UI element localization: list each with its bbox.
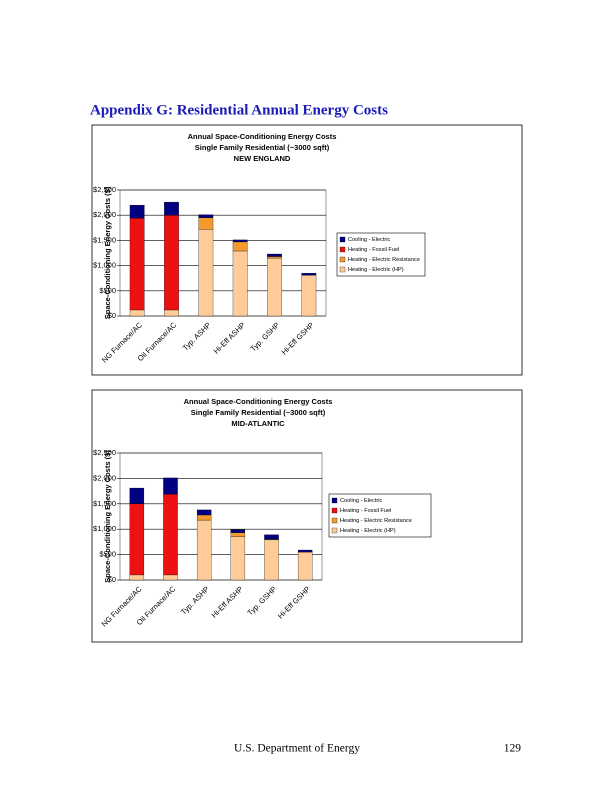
legend-swatch	[331, 527, 338, 534]
bar-segment	[267, 256, 282, 259]
y-tick-label: $500	[99, 286, 116, 295]
bar-segment	[196, 514, 212, 521]
plot-area	[119, 189, 327, 317]
y-tick-label: $2,000	[93, 473, 116, 482]
bar-segment	[232, 241, 248, 252]
bar-segment	[297, 549, 313, 553]
legend-label: Heating - Fossil Fuel	[348, 247, 399, 253]
bar-segment	[129, 204, 145, 219]
bar-segment	[129, 487, 145, 504]
bar-segment	[129, 218, 145, 311]
bar-segment	[232, 250, 248, 317]
bar-segment	[230, 536, 246, 581]
bar-segment	[129, 503, 145, 576]
bar-segment	[267, 253, 282, 257]
y-tick-label: $0	[108, 311, 116, 320]
bar-segment	[163, 574, 178, 581]
legend-swatch	[339, 236, 346, 243]
y-tick-label: $2,000	[93, 210, 116, 219]
chart-title: Annual Space-Conditioning Energy Costs	[188, 132, 337, 141]
bar-segment	[301, 275, 317, 317]
legend-swatch	[331, 497, 338, 504]
legend-swatch	[331, 507, 338, 514]
legend-label: Cooling - Electric	[348, 237, 390, 243]
legend-frame	[336, 232, 426, 277]
chart-title: Annual Space-Conditioning Energy Costs	[184, 397, 333, 406]
chart-title: Single Family Residential (~3000 sqft)	[195, 143, 330, 152]
bar-segment	[230, 529, 246, 533]
bar-segment	[301, 273, 317, 276]
chart: Annual Space-Conditioning Energy Costs Si…	[91, 124, 523, 376]
y-tick-label: $0	[108, 575, 116, 584]
chart-title: Single Family Residential (~3000 sqft)	[191, 408, 326, 417]
bar-segment	[297, 551, 313, 581]
legend-label: Heating - Electric Resistance	[348, 257, 420, 263]
heading: Appendix G: Residential Annual Energy Co…	[90, 102, 388, 118]
legend-label: Cooling - Electric	[340, 498, 382, 504]
bar-segment	[163, 477, 178, 495]
legend-label: Heating - Electric (HP)	[348, 267, 404, 273]
legend-swatch	[339, 256, 346, 263]
chart-title: NEW ENGLAND	[234, 154, 291, 163]
bar-segment	[164, 309, 179, 317]
y-axis-label: Space-Conditioning Energy Costs ($)	[103, 450, 112, 583]
y-tick-label: $1,000	[93, 261, 116, 270]
bar-segment	[129, 574, 145, 581]
footer-source: U.S. Department of Energy	[234, 743, 360, 755]
y-tick-label: $1,500	[93, 499, 116, 508]
bar-segment	[196, 509, 212, 516]
page-number: 129	[504, 743, 522, 755]
legend-label: Heating - Electric Resistance	[340, 518, 412, 524]
bar-segment	[230, 532, 246, 537]
legend-frame	[328, 493, 432, 538]
y-tick-label: $2,500	[93, 185, 116, 194]
legend-swatch	[331, 517, 338, 524]
bar-segment	[198, 214, 214, 218]
bar-segment	[198, 217, 214, 230]
legend-swatch	[339, 266, 346, 273]
bar-segment	[163, 493, 178, 576]
bar-segment	[267, 257, 282, 317]
bar-segment	[198, 229, 214, 317]
y-axis-label: Space-Conditioning Energy Costs ($)	[103, 186, 112, 319]
bar-segment	[232, 239, 248, 243]
chart-title: MID-ATLANTIC	[231, 419, 285, 428]
plot-area	[119, 452, 323, 581]
y-tick-label: $500	[99, 550, 116, 559]
legend-label: Heating - Fossil Fuel	[340, 508, 391, 514]
legend-swatch	[339, 246, 346, 253]
bar-segment	[264, 534, 279, 540]
bar-segment	[196, 519, 212, 581]
bar-segment	[164, 215, 179, 311]
bar-segment	[164, 201, 179, 216]
y-tick-label: $1,500	[93, 235, 116, 244]
y-tick-label: $1,000	[93, 524, 116, 533]
bar-segment	[129, 309, 145, 317]
legend-label: Heating - Electric (HP)	[340, 528, 396, 534]
y-tick-label: $2,500	[93, 448, 116, 457]
chart: Annual Space-Conditioning Energy Costs Si…	[91, 389, 523, 643]
bar-segment	[264, 539, 279, 581]
